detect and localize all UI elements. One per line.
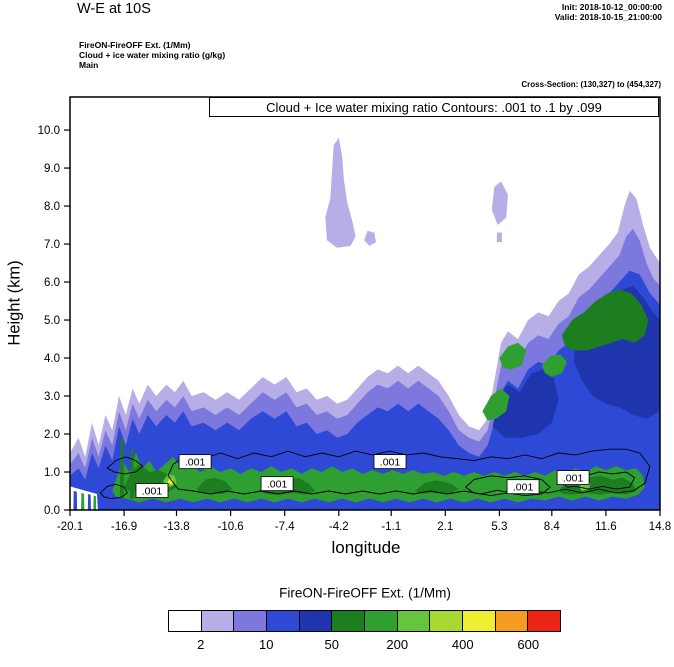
contour-label-box xyxy=(506,479,540,495)
y-tick-label: 4.0 xyxy=(44,353,60,365)
contour-label-box xyxy=(260,476,294,492)
variable-meta-block: FireON-FireOFF Ext. (1/Mm) Cloud + ice w… xyxy=(79,40,225,70)
x-tick-label: -7.4 xyxy=(275,521,295,533)
y-tick-label: 6.0 xyxy=(44,277,60,289)
colorbar-cell xyxy=(429,610,464,632)
contour-plot-canvas: -20.1 -16.9 -13.8 -10.6 -7.4 -4.2 -1.1 2.1 5.3 8.… xyxy=(38,96,671,533)
y-tick-label: 10.0 xyxy=(38,125,60,137)
colorbar-cell xyxy=(494,610,529,632)
y-tick-label: 5.0 xyxy=(44,315,60,327)
fill-region-yellow-dot xyxy=(167,477,174,485)
contour-info-box: Cloud + Ice water mixing ratio Contours:… xyxy=(209,97,659,117)
y-axis-label: Height (km) xyxy=(5,260,24,346)
y-tick-label: 2.0 xyxy=(44,429,60,441)
colorbar-title: FireON-FireOFF Ext. (1/Mm) xyxy=(279,585,451,601)
y-tick-label: 0.0 xyxy=(44,505,60,517)
contour-label: .001 xyxy=(267,479,288,491)
contour-label: .001 xyxy=(513,482,534,494)
colorbar-label: 10 xyxy=(259,637,274,652)
colorbar-cell xyxy=(233,610,268,632)
contour-label-box xyxy=(135,483,169,498)
x-tick-label: 14.8 xyxy=(649,521,671,533)
x-tick-label: 8.4 xyxy=(544,521,561,533)
y-tick-label: 8.0 xyxy=(44,201,60,213)
colorbar-cell xyxy=(396,610,431,632)
contour-label: .001 xyxy=(142,486,163,498)
colorbar-label: 600 xyxy=(517,637,540,652)
x-tick-label: 11.6 xyxy=(595,521,617,533)
meta-extinction: FireON-FireOFF Ext. (1/Mm) xyxy=(79,40,191,50)
colorbar-cell xyxy=(266,610,300,632)
contour-label: .001 xyxy=(563,473,584,485)
x-tick-label: -13.8 xyxy=(163,521,189,533)
valid-time: Valid: 2018-10-15_21:00:00 xyxy=(554,12,662,22)
cross-section-coords: Cross-Section: (130,327) to (454,327) xyxy=(521,80,661,89)
cross-section-plot: -20.1 -16.9 -13.8 -10.6 -7.4 -4.2 -1.1 2.1 5.3 8.… xyxy=(38,96,671,533)
colorbar-label: 2 xyxy=(197,637,205,652)
contour-line-loop-mid-right xyxy=(464,475,551,497)
colorbar-cell xyxy=(168,610,202,632)
contour-label-box xyxy=(556,470,590,485)
colorbar-cell xyxy=(527,610,562,632)
y-tick-label: 7.0 xyxy=(44,239,60,251)
meta-mixing-ratio: Cloud + ice water mixing ratio (g/kg) xyxy=(79,50,226,60)
contour-label: .001 xyxy=(380,457,401,469)
x-tick-label: 5.3 xyxy=(491,521,507,533)
colorbar xyxy=(168,610,562,632)
fill-region-green-spike-1 xyxy=(119,437,125,499)
x-tick-label: -10.6 xyxy=(217,521,243,533)
fill-region-main-blue xyxy=(70,270,660,510)
fill-region-blob-right-lavender xyxy=(491,181,508,225)
colorbar-label: 50 xyxy=(324,637,339,652)
fill-region-darkgreen-seg-d xyxy=(196,477,233,494)
x-tick-label: -1.1 xyxy=(381,521,401,533)
fill-region-green-patch-a xyxy=(482,388,510,421)
colorbar-label: 200 xyxy=(386,637,409,652)
fill-region-plume-blob-small xyxy=(364,230,376,246)
colorbar-labels: 2 10 50 200 400 600 xyxy=(168,637,561,652)
fill-region-green-patch-b xyxy=(499,342,527,370)
colorbar-label: 400 xyxy=(451,637,474,652)
x-tick-label: 2.1 xyxy=(437,521,453,533)
contour-label: .001 xyxy=(185,457,206,469)
colorbar-cell xyxy=(364,610,398,632)
figure-title: W-E at 10S xyxy=(77,1,151,17)
fill-region-green-patch-c xyxy=(541,354,567,377)
contour-label-box xyxy=(373,454,407,470)
fill-region-streak-blue-2 xyxy=(87,494,91,510)
fill-region-darkgreen-seg-e xyxy=(414,480,459,494)
colorbar-cell xyxy=(298,610,333,632)
fill-region-darkblue-mid xyxy=(492,369,559,438)
y-tick-label: 3.0 xyxy=(44,391,60,403)
fill-region-dot-right-lavender xyxy=(496,232,502,243)
colorbar-cell xyxy=(462,610,496,632)
fill-region-streak-green-2 xyxy=(93,495,97,510)
contour-line-loop-main xyxy=(167,448,651,495)
contour-line-loop-left-upper xyxy=(106,456,144,475)
x-axis-label: longitude xyxy=(331,538,401,557)
colorbar-cell xyxy=(200,610,235,632)
fill-region-green-spike-2 xyxy=(130,449,135,499)
meta-grid: Main xyxy=(79,60,99,70)
y-tick-label: 9.0 xyxy=(44,163,60,175)
init-time: Init: 2018-10-12_00:00:00 xyxy=(561,2,662,12)
x-tick-label: -20.1 xyxy=(57,521,83,533)
fill-region-streak-green-1 xyxy=(81,492,85,510)
y-tick-label: 1.0 xyxy=(44,467,60,479)
fill-region-streak-blue-1 xyxy=(73,491,78,510)
colorbar-cell xyxy=(331,610,366,632)
run-time-block: Init: 2018-10-12_00:00:00 Valid: 2018-10… xyxy=(555,2,662,22)
fill-region-plume-lavender xyxy=(325,137,356,248)
contour-label-box xyxy=(178,454,212,470)
x-tick-label: -4.2 xyxy=(329,521,349,533)
fill-region-green-right-large xyxy=(561,289,649,351)
contour-line-loop-left-lower xyxy=(99,483,129,500)
x-tick-label: -16.9 xyxy=(111,521,137,533)
